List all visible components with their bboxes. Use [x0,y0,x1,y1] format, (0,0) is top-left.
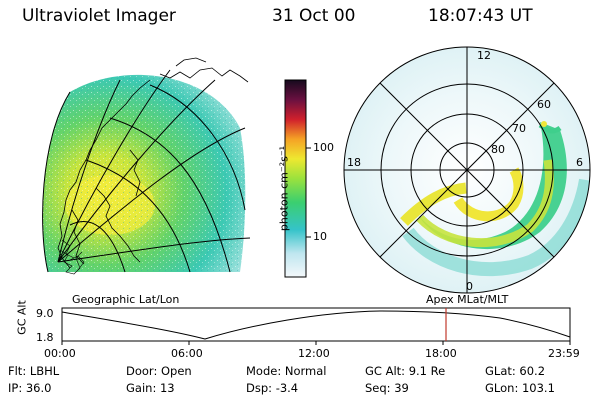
mlt-label-18: 18 [347,156,361,169]
date-label: 31 Oct 00 [272,6,356,26]
info-gc-alt: GC Alt: 9.1 Re [365,364,446,378]
mlat-label-80: 80 [491,143,505,156]
altitude-tick-1: 1.8 [36,331,54,344]
instrument-title: Ultraviolet Imager [22,6,176,26]
apex-label: Apex MLat/MLT [426,293,509,306]
info-ip: IP: 36.0 [8,381,52,395]
mlat-label-70: 70 [512,122,526,135]
geographic-label: Geographic Lat/Lon [72,293,180,306]
info-seq: Seq: 39 [365,381,409,395]
time-tick-1200: 12:00 [298,347,330,360]
colorbar-tick-100: 100 [313,141,334,154]
mlat-label-60: 60 [537,98,551,111]
info-mode: Mode: Normal [246,364,327,378]
altitude-ylabel: GC Alt [15,300,29,335]
time-tick-2359: 23:59 [548,347,580,360]
colorbar-tick-10: 10 [313,230,327,243]
time-tick-1800: 18:00 [425,347,457,360]
info-gain: Gain: 13 [126,381,175,395]
mlt-label-12: 12 [477,49,491,62]
info-glat: GLat: 60.2 [485,364,546,378]
time-tick-0000: 00:00 [44,347,76,360]
time-label: 18:07:43 UT [428,6,533,26]
info-glon: GLon: 103.1 [485,381,555,395]
info-dsp: Dsp: -3.4 [246,381,299,395]
info-flt: Flt: LBHL [8,364,60,378]
altitude-tick-9: 9.0 [36,307,54,320]
time-tick-0600: 06:00 [171,347,203,360]
mlt-label-6: 6 [576,156,583,169]
info-door: Door: Open [126,364,192,378]
mlt-label-0: 0 [466,280,473,293]
